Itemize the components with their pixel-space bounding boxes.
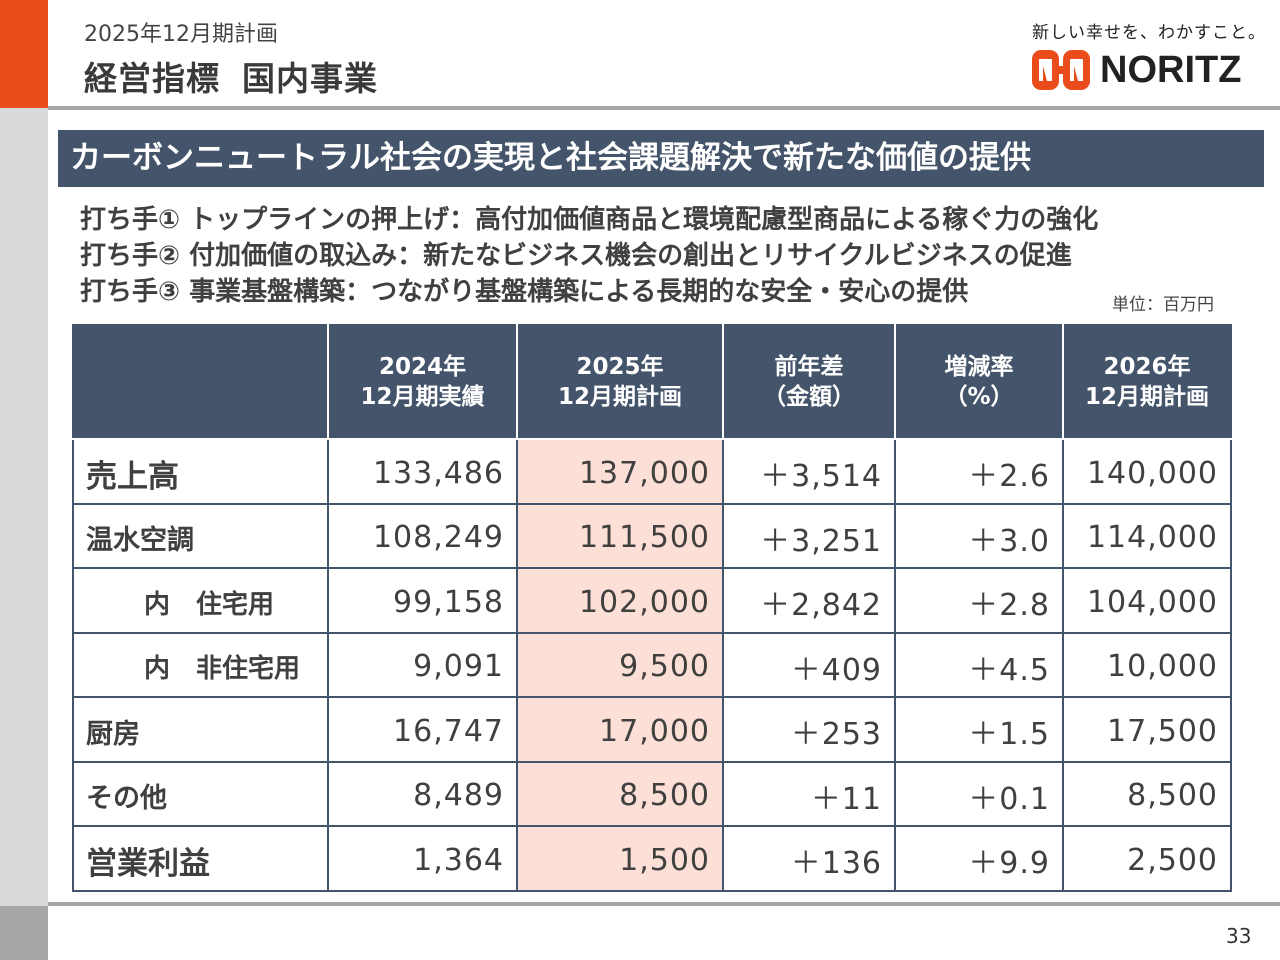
- cell-rate: ＋0.1: [894, 760, 1064, 827]
- cell-2026: 17,500: [1062, 696, 1232, 763]
- header-line: （金額）: [763, 384, 855, 410]
- measure-item-3: 打ち手③ 事業基盤構築：つながり基盤構築による長期的な安全・安心の提供: [80, 277, 969, 307]
- cell-2024: 8,489: [327, 760, 518, 827]
- header-line: 前年差: [774, 354, 844, 380]
- page-title: 経営指標 国内事業: [84, 52, 378, 100]
- cell-2024: 108,249: [327, 502, 518, 569]
- header-cell-yoy-diff: 前年差 （金額）: [722, 324, 896, 440]
- cell-rate: ＋4.5: [894, 631, 1064, 698]
- row-label: 営業利益: [72, 825, 329, 892]
- left-footer-bar: [0, 906, 48, 960]
- cell-rate: ＋9.9: [894, 825, 1064, 892]
- brand-tagline: 新しい幸せを、わかすこと。: [1032, 23, 1266, 43]
- header-cell-blank: [72, 324, 329, 440]
- cell-2024: 1,364: [327, 825, 518, 892]
- noritz-logo-mark-icon: [1032, 50, 1090, 90]
- header-line: 2025年: [576, 354, 664, 380]
- cell-2025: 111,500: [516, 502, 724, 569]
- cell-rate: ＋2.6: [894, 438, 1064, 505]
- header-cell-change-rate: 増減率 （%）: [894, 324, 1064, 440]
- cell-2026: 140,000: [1062, 438, 1232, 505]
- header-line: 2024年: [378, 354, 466, 380]
- table-row: 内 非住宅用 9,091 9,500 ＋409 ＋4.5 10,000: [72, 631, 1232, 698]
- cell-2025: 8,500: [516, 760, 724, 827]
- row-label: 売上高: [72, 438, 329, 505]
- left-accent-bar: [0, 0, 48, 108]
- header-line: （%）: [944, 384, 1014, 410]
- page-subtitle: 2025年12月期計画: [84, 22, 278, 47]
- cell-diff: ＋3,251: [722, 502, 896, 569]
- footer-divider: [48, 902, 1280, 906]
- cell-2024: 16,747: [327, 696, 518, 763]
- cell-2024: 99,158: [327, 567, 518, 634]
- measures-list: 打ち手① トップラインの押上げ：高付加価値商品と環境配慮型商品による稼ぐ力の強化…: [80, 202, 1098, 310]
- header-cell-2026-plan: 2026年 12月期計画: [1062, 324, 1232, 440]
- table-row: 売上高 133,486 137,000 ＋3,514 ＋2.6 140,000: [72, 438, 1232, 505]
- table-row: 温水空調 108,249 111,500 ＋3,251 ＋3.0 114,000: [72, 502, 1232, 569]
- cell-2025: 1,500: [516, 825, 724, 892]
- row-label: 内 住宅用: [72, 567, 329, 634]
- cell-2024: 9,091: [327, 631, 518, 698]
- cell-diff: ＋2,842: [722, 567, 896, 634]
- table-header-row: 2024年 12月期実績 2025年 12月期計画 前年差 （金額） 増減率 （%） 2…: [72, 324, 1232, 440]
- header-line: 12月期実績: [360, 384, 485, 410]
- header-line: 増減率: [944, 354, 1014, 380]
- page-title-part1: 経営指標: [84, 59, 220, 98]
- table-row: 厨房 16,747 17,000 ＋253 ＋1.5 17,500: [72, 696, 1232, 763]
- cell-2026: 8,500: [1062, 760, 1232, 827]
- noritz-logo: NORITZ: [1032, 50, 1241, 90]
- cell-diff: ＋136: [722, 825, 896, 892]
- header-line: 12月期計画: [557, 384, 682, 410]
- measure-item-1: 打ち手① トップラインの押上げ：高付加価値商品と環境配慮型商品による稼ぐ力の強化: [80, 205, 1099, 235]
- page-title-part2: 国内事業: [242, 59, 378, 98]
- page-number: 33: [1226, 924, 1252, 948]
- row-label: 内 非住宅用: [72, 631, 329, 698]
- cell-2024: 133,486: [327, 438, 518, 505]
- cell-diff: ＋409: [722, 631, 896, 698]
- header-cell-2025-plan: 2025年 12月期計画: [516, 324, 724, 440]
- cell-2025: 9,500: [516, 631, 724, 698]
- table-row: その他 8,489 8,500 ＋11 ＋0.1 8,500: [72, 760, 1232, 827]
- cell-diff: ＋11: [722, 760, 896, 827]
- row-label: 温水空調: [72, 502, 329, 569]
- cell-rate: ＋2.8: [894, 567, 1064, 634]
- table-row: 内 住宅用 99,158 102,000 ＋2,842 ＋2.8 104,000: [72, 567, 1232, 634]
- theme-banner: カーボンニュートラル社会の実現と社会課題解決で新たな価値の提供: [58, 130, 1264, 187]
- row-label: 厨房: [72, 696, 329, 763]
- cell-2025: 17,000: [516, 696, 724, 763]
- cell-2026: 104,000: [1062, 567, 1232, 634]
- unit-note: 単位：百万円: [1112, 295, 1214, 315]
- header-cell-2024-actual: 2024年 12月期実績: [327, 324, 518, 440]
- header-line: 12月期計画: [1084, 384, 1209, 410]
- cell-2026: 2,500: [1062, 825, 1232, 892]
- kpi-table: 2024年 12月期実績 2025年 12月期計画 前年差 （金額） 増減率 （%） 2…: [72, 324, 1232, 892]
- row-label: その他: [72, 760, 329, 827]
- noritz-logo-text: NORITZ: [1100, 49, 1242, 91]
- cell-2025: 137,000: [516, 438, 724, 505]
- header-line: 2026年: [1103, 354, 1191, 380]
- cell-rate: ＋3.0: [894, 502, 1064, 569]
- header-divider: [48, 106, 1280, 110]
- cell-2026: 10,000: [1062, 631, 1232, 698]
- cell-2025: 102,000: [516, 567, 724, 634]
- cell-rate: ＋1.5: [894, 696, 1064, 763]
- left-side-bar: [0, 108, 48, 906]
- table-row: 営業利益 1,364 1,500 ＋136 ＋9.9 2,500: [72, 825, 1232, 892]
- measure-item-2: 打ち手② 付加価値の取込み：新たなビジネス機会の創出とリサイクルビジネスの促進: [80, 241, 1072, 271]
- cell-2026: 114,000: [1062, 502, 1232, 569]
- cell-diff: ＋253: [722, 696, 896, 763]
- cell-diff: ＋3,514: [722, 438, 896, 505]
